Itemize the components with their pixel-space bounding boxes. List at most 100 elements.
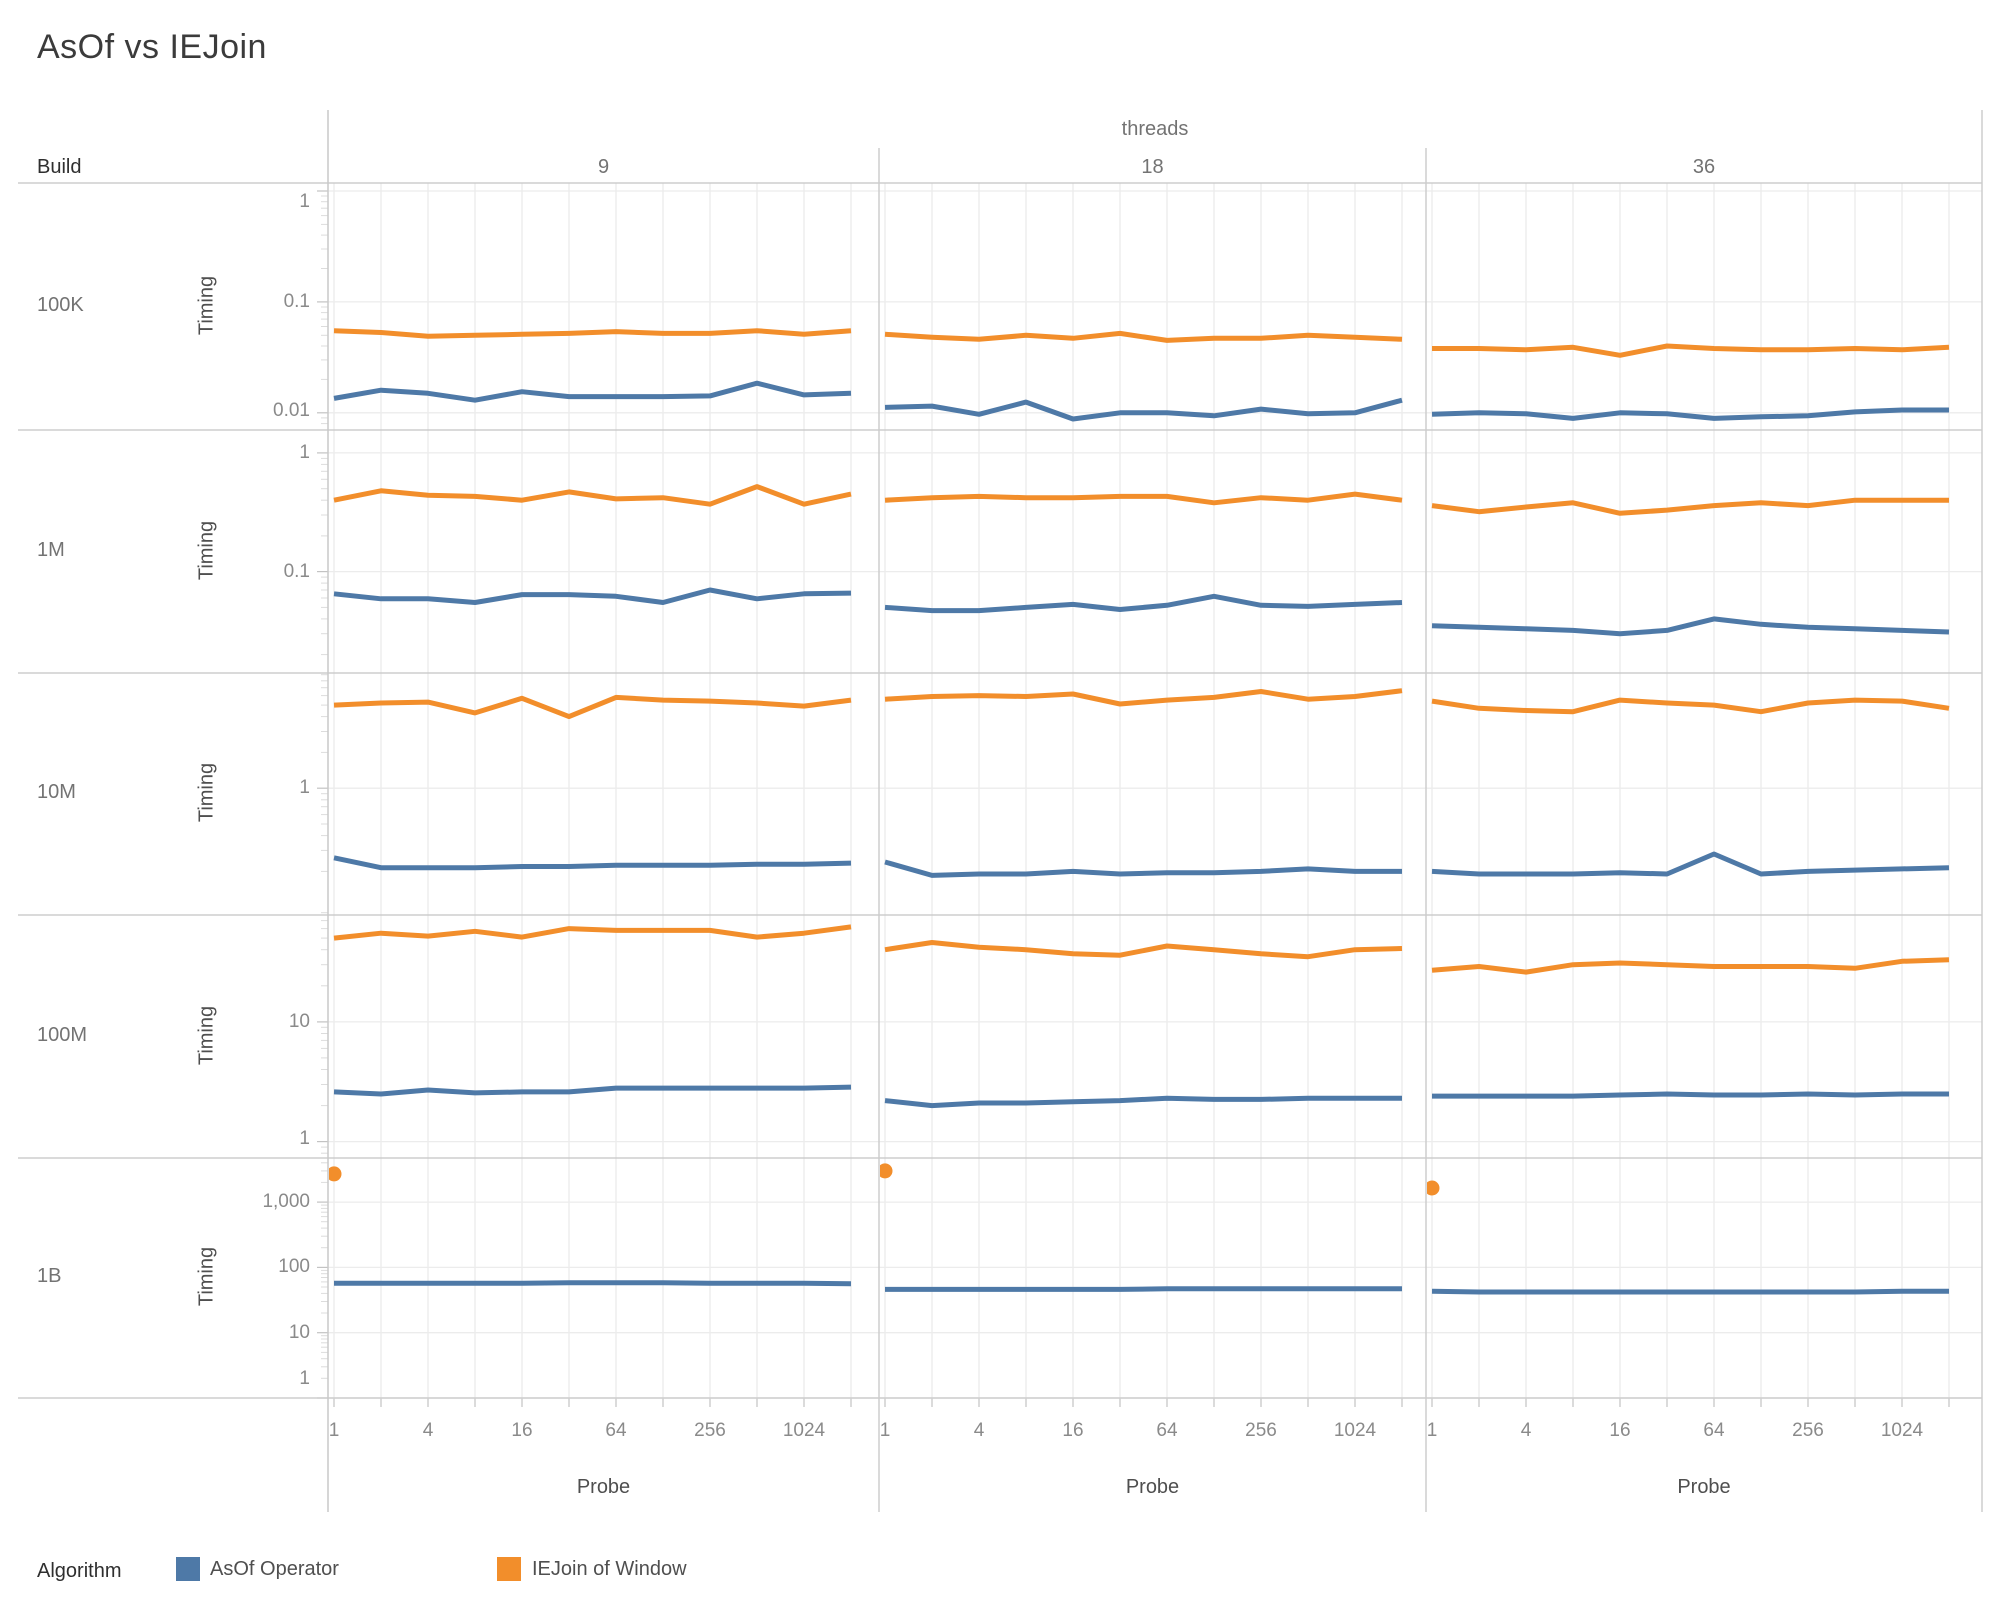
series-line-iejoin	[884, 491, 1403, 506]
series-point-iejoin	[1427, 1180, 1440, 1196]
x-tick-label: 1024	[782, 1420, 826, 1441]
y-tick-label: 0.1	[283, 290, 310, 312]
panel-10M-9	[333, 694, 852, 871]
legend-label: IEJoin of Window	[532, 1558, 687, 1580]
series-point-iejoin	[329, 1166, 342, 1182]
panel-100K-18	[884, 330, 1403, 422]
y-tick-label: 10	[288, 1010, 310, 1032]
y-tick-label: 0.01	[273, 400, 310, 421]
series-line-asof	[333, 855, 852, 871]
legend-swatch	[497, 1557, 521, 1581]
row-label-10M: 10M	[37, 781, 76, 803]
panel-1M-9	[333, 484, 852, 605]
series-line-iejoin	[1431, 957, 1950, 975]
x-tick-label: 1024	[1880, 1420, 1924, 1441]
row-label-100K: 100K	[37, 293, 84, 316]
x-tick-label: 256	[694, 1420, 726, 1441]
y-tick-label: 1	[299, 191, 310, 212]
y-tick-label: 1	[299, 1128, 310, 1149]
panel-100K-9	[333, 328, 852, 403]
series-line-iejoin	[333, 924, 852, 941]
y-tick-label: 1	[299, 1368, 310, 1389]
series-line-iejoin	[884, 330, 1403, 343]
x-tick-label: 64	[605, 1420, 627, 1441]
series-line-iejoin	[333, 328, 852, 339]
series-line-asof	[1431, 616, 1950, 637]
legend-label: AsOf Operator	[210, 1558, 339, 1580]
panel-1M-18	[884, 491, 1403, 614]
col-label-36: 36	[1692, 156, 1716, 178]
x-tick-label: 1	[1426, 1420, 1438, 1441]
y-tick-label: 1	[299, 777, 310, 799]
legend-item-asof-operator[interactable]: AsOf Operator	[176, 1554, 476, 1588]
x-axis-title: Probe	[576, 1476, 631, 1498]
series-line-iejoin	[1431, 697, 1950, 715]
series-line-iejoin	[884, 940, 1403, 960]
build-header: Build	[37, 156, 82, 178]
panel-100K-36	[1431, 343, 1950, 421]
series-line-iejoin	[333, 484, 852, 507]
y-tick-label: 10	[288, 1321, 310, 1343]
panel-1B-18	[880, 1163, 1402, 1292]
series-line-asof	[1431, 1288, 1949, 1295]
series-line-asof	[333, 380, 852, 403]
series-line-asof	[333, 587, 852, 605]
chart-title: AsOf vs IEJoin	[37, 28, 267, 66]
x-tick-label: 16	[1062, 1420, 1084, 1441]
series-line-asof	[1431, 851, 1950, 877]
series-line-asof	[1431, 407, 1949, 421]
series-line-iejoin	[884, 688, 1403, 707]
panel-100M-18	[884, 940, 1403, 1109]
panel-100M-36	[1431, 957, 1950, 1099]
row-label-100M: 100M	[37, 1023, 88, 1046]
x-tick-label: 16	[1609, 1420, 1631, 1441]
x-tick-label: 64	[1156, 1420, 1178, 1441]
x-axis-title: Probe	[1677, 1476, 1731, 1498]
x-axis-title: Probe	[1125, 1476, 1180, 1498]
series-line-asof	[884, 397, 1403, 422]
col-label-18: 18	[1141, 156, 1164, 178]
panel-10M-18	[884, 688, 1403, 878]
legend-title: Algorithm	[37, 1560, 122, 1582]
series-line-iejoin	[1431, 497, 1949, 516]
series-line-asof	[334, 1280, 852, 1287]
x-tick-label: 256	[1245, 1420, 1277, 1441]
col-label-9: 9	[597, 156, 610, 178]
series-line-asof	[884, 593, 1403, 614]
series-point-iejoin	[880, 1163, 893, 1179]
y-axis-title: Timing	[195, 1005, 218, 1065]
series-line-asof	[1432, 1091, 1949, 1099]
series-line-iejoin	[1432, 343, 1950, 358]
y-tick-label: 1,000	[262, 1191, 310, 1213]
x-tick-label: 256	[1792, 1420, 1824, 1441]
y-tick-label: 0.1	[283, 560, 310, 582]
series-line-asof	[885, 1286, 1402, 1292]
series-line-asof	[884, 859, 1402, 878]
panel-1B-9	[329, 1166, 852, 1287]
series-line-asof	[884, 1095, 1402, 1109]
x-tick-label: 4	[1520, 1420, 1532, 1441]
panel-1M-36	[1431, 497, 1950, 637]
legend-item-iejoin-of-window[interactable]: IEJoin of Window	[497, 1554, 797, 1588]
x-tick-label: 1	[879, 1420, 891, 1441]
series-line-iejoin	[333, 694, 852, 720]
x-tick-label: 64	[1703, 1420, 1725, 1441]
row-label-1B: 1B	[37, 1265, 62, 1287]
x-tick-label: 4	[973, 1420, 985, 1441]
panel-100M-9	[333, 924, 852, 1097]
x-tick-label: 16	[511, 1420, 533, 1441]
y-tick-label: 100	[278, 1256, 310, 1278]
legend-swatch	[176, 1557, 200, 1581]
x-tick-label: 1	[328, 1420, 340, 1441]
x-tick-label: 1024	[1333, 1420, 1377, 1441]
threads-header: threads	[1121, 118, 1189, 140]
row-label-1M: 1M	[37, 538, 65, 561]
panel-1B-36	[1427, 1180, 1949, 1295]
y-axis-title: Timing	[195, 520, 218, 580]
panel-10M-36	[1431, 697, 1950, 877]
x-tick-label: 4	[422, 1420, 434, 1441]
y-tick-label: 1	[299, 441, 310, 463]
series-line-asof	[333, 1084, 852, 1097]
